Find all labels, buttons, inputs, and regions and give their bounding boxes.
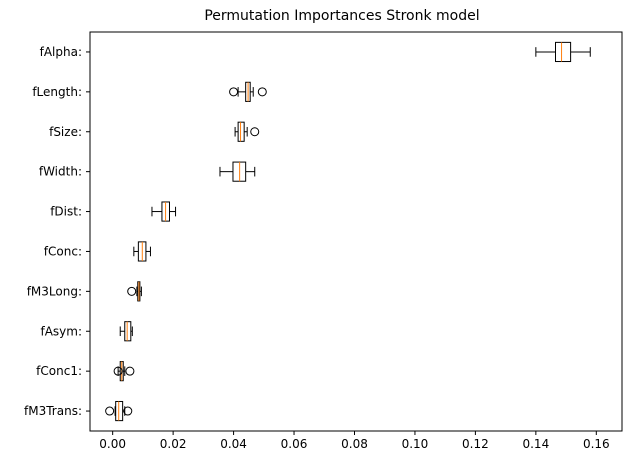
x-tick-label: 0.00 (99, 437, 126, 451)
y-tick-label: fConc1: (36, 364, 82, 378)
x-tick-label: 0.16 (583, 437, 610, 451)
plot-frame (89, 31, 623, 432)
flier-point (125, 366, 135, 376)
y-tick-label: fLength: (32, 85, 82, 99)
x-tick-label: 0.06 (281, 437, 308, 451)
x-tick-label: 0.10 (402, 437, 429, 451)
y-tick-label: fDist: (50, 205, 82, 219)
box-iqr (124, 321, 132, 342)
y-tick-label: fWidth: (39, 165, 82, 179)
flier-point (127, 286, 137, 296)
flier-point (257, 87, 267, 97)
chart-title: Permutation Importances Stronk model (204, 8, 479, 24)
y-tick-label: fAlpha: (40, 45, 82, 59)
box-iqr (237, 121, 245, 142)
flier-point (250, 127, 260, 137)
box-iqr (555, 41, 572, 63)
y-tick-label: fAsym: (40, 324, 82, 338)
y-tick-label: fConc: (44, 244, 82, 258)
x-tick-label: 0.12 (462, 437, 489, 451)
x-tick-label: 0.14 (522, 437, 549, 451)
y-tick-label: fM3Long: (27, 284, 82, 298)
x-tick-label: 0.04 (220, 437, 247, 451)
y-tick-label: fSize: (49, 125, 82, 139)
x-tick-label: 0.08 (341, 437, 368, 451)
flier-point (105, 406, 115, 416)
x-tick-label: 0.02 (160, 437, 187, 451)
plot-area: 0.00 0.02 0.04 0.06 0.08 0.10 0.12 0.14 0.16 fAlp… (24, 31, 623, 451)
flier-point (113, 366, 123, 376)
y-tick-label: fM3Trans: (24, 404, 82, 418)
flier-point (229, 87, 239, 97)
flier-point (123, 406, 133, 416)
